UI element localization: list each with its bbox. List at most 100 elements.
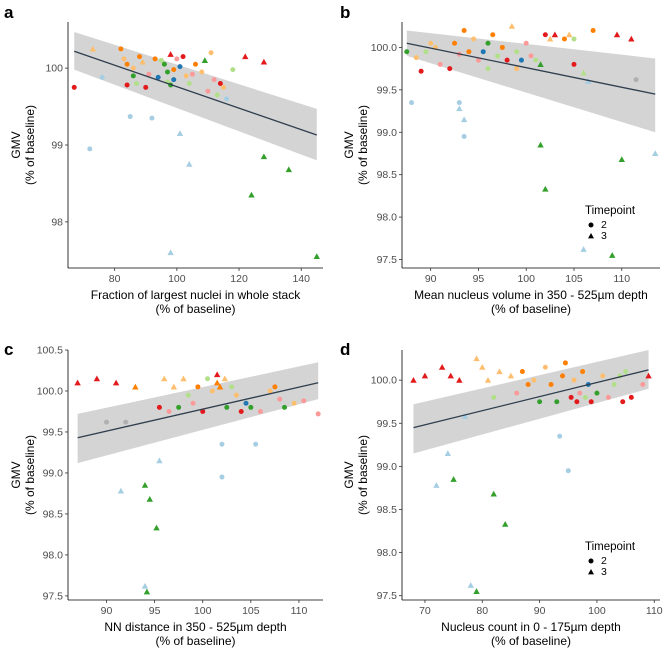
x-tick-label: 100: [168, 273, 186, 285]
x-tick-label: 100: [517, 273, 535, 285]
data-point: [155, 74, 161, 80]
data-point: [525, 381, 531, 387]
data-point: [577, 390, 583, 396]
data-point: [313, 253, 320, 260]
regression-line: [77, 382, 319, 439]
y-tick-label: 98.0: [377, 547, 398, 559]
data-point: [461, 134, 467, 140]
data-point: [628, 394, 634, 400]
data-point: [475, 57, 481, 63]
data-point: [461, 27, 467, 33]
y-tick-label: 98.5: [377, 169, 398, 181]
y-tick-label: 97.5: [43, 590, 64, 602]
y-axis-title: GMV: [9, 131, 23, 158]
data-point: [473, 588, 480, 594]
panel-letter: d: [340, 340, 350, 359]
data-point: [171, 77, 177, 83]
data-point: [484, 376, 492, 383]
data-point: [590, 27, 596, 33]
data-point: [221, 375, 229, 382]
data-point: [248, 404, 254, 410]
data-point: [124, 61, 130, 67]
y-tick-label: 98.5: [377, 504, 398, 516]
legend-title: Timepoint: [585, 205, 636, 217]
data-point: [620, 399, 626, 405]
data-point: [490, 32, 496, 38]
data-point: [433, 482, 440, 488]
panel-letter: c: [4, 340, 13, 359]
x-tick-label: 100: [194, 605, 212, 617]
y-tick-label: 99.5: [377, 418, 398, 430]
data-point: [161, 375, 168, 382]
y-tick-label: 98.5: [43, 508, 64, 520]
data-point: [74, 379, 81, 386]
data-point: [267, 388, 273, 394]
data-point: [190, 400, 196, 406]
data-point: [260, 58, 268, 65]
data-point: [460, 116, 468, 123]
y-tick-label: 100.0: [371, 42, 397, 54]
data-point: [176, 404, 182, 410]
data-point: [205, 88, 211, 94]
y-axis-title: (% of baseline): [23, 435, 37, 515]
data-point: [480, 49, 486, 55]
data-point: [404, 49, 410, 55]
data-point: [217, 81, 223, 86]
data-point: [260, 153, 268, 160]
x-tick-label: 110: [646, 605, 663, 617]
data-point: [537, 61, 544, 67]
y-axis-title: (% of baseline): [23, 105, 37, 185]
data-point: [565, 468, 571, 474]
data-point: [447, 66, 453, 72]
data-point: [156, 404, 162, 410]
data-point: [562, 360, 568, 366]
data-point: [438, 364, 446, 370]
data-point: [139, 58, 146, 65]
data-point: [413, 55, 419, 61]
data-point: [233, 392, 239, 398]
data-point: [285, 166, 292, 173]
data-point: [514, 390, 520, 396]
x-axis-title: (% of baseline): [155, 634, 235, 648]
data-point: [209, 388, 215, 394]
data-point: [542, 364, 548, 370]
x-axis-title: NN distance in 350 - 525µm depth: [104, 620, 286, 634]
data-point: [112, 379, 120, 386]
regression-line: [406, 42, 656, 95]
data-point: [502, 520, 509, 527]
panel-letter: b: [340, 3, 350, 22]
y-tick-label: 97.5: [377, 590, 398, 602]
data-point: [479, 364, 486, 370]
data-point: [132, 383, 139, 390]
data-point: [199, 69, 205, 75]
data-point: [491, 394, 497, 400]
data-point: [277, 396, 283, 402]
data-point: [531, 377, 537, 383]
data-point: [574, 399, 580, 405]
data-point: [214, 92, 220, 98]
data-point: [257, 408, 263, 414]
legend: Timepoint 23: [585, 205, 636, 242]
x-tick-label: 110: [291, 605, 308, 617]
data-point: [410, 376, 417, 383]
data-point: [582, 394, 588, 400]
data-point: [514, 49, 520, 55]
data-point: [652, 150, 659, 157]
data-point: [566, 31, 573, 38]
data-point: [466, 49, 472, 55]
data-point: [571, 36, 577, 42]
x-tick-label: 80: [109, 273, 121, 285]
confidence-band: [74, 31, 317, 161]
y-tick-label: 98.0: [377, 212, 398, 224]
data-point: [490, 490, 497, 497]
data-point: [452, 40, 458, 46]
data-point: [170, 383, 178, 390]
data-point: [165, 69, 171, 75]
y-tick-label: 99.0: [43, 467, 64, 479]
data-point: [609, 252, 616, 258]
data-point: [600, 373, 606, 379]
data-point: [137, 54, 143, 60]
data-point: [208, 50, 214, 56]
y-axis-title: GMV: [9, 461, 23, 488]
data-point: [618, 156, 625, 162]
